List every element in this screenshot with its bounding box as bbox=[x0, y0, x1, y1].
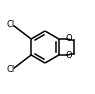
Text: O: O bbox=[66, 51, 73, 60]
Text: O: O bbox=[66, 34, 73, 43]
Text: Cl: Cl bbox=[7, 65, 15, 74]
Text: Cl: Cl bbox=[7, 20, 15, 29]
